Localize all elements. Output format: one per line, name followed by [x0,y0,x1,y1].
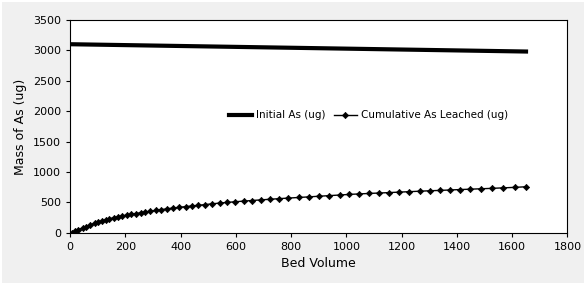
Cumulative As Leached (ug) [511,186,518,189]
Cumulative As Leached (ug) [132,212,139,215]
Cumulative As Leached (ug) [68,231,75,234]
Legend: Initial As (ug), Cumulative As Leached (ug): Initial As (ug), Cumulative As Leached (… [225,106,512,124]
Cumulative As Leached (ug) [276,197,283,201]
Cumulative As Leached (ug) [522,185,529,189]
Cumulative As Leached (ug) [436,189,443,192]
X-axis label: Bed Volume: Bed Volume [281,258,356,270]
Cumulative As Leached (ug) [87,224,94,227]
Cumulative As Leached (ug) [114,215,121,219]
Line: Cumulative As Leached (ug): Cumulative As Leached (ug) [70,185,528,235]
Y-axis label: Mass of As (ug): Mass of As (ug) [15,78,27,174]
